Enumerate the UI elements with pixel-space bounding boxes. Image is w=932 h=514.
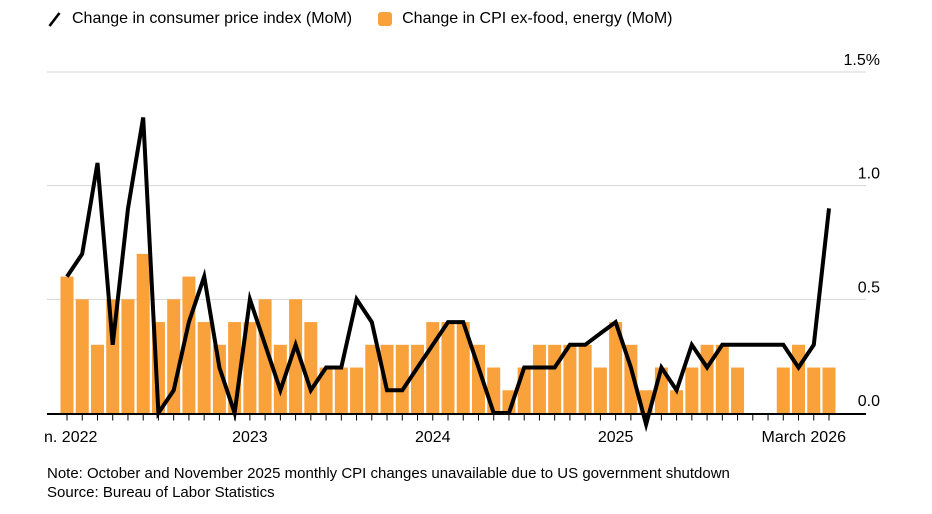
note-text: Note: October and November 2025 monthly …	[47, 465, 730, 482]
core-cpi-bar	[532, 344, 546, 413]
core-cpi-bar	[685, 367, 699, 413]
core-cpi-bar	[90, 344, 104, 413]
x-axis-label: March 2026	[762, 429, 847, 446]
core-cpi-bar	[273, 344, 287, 413]
core-cpi-bar	[517, 367, 531, 413]
core-cpi-bar	[258, 299, 272, 413]
core-cpi-bar	[136, 253, 150, 413]
line-series-icon	[48, 11, 61, 27]
core-cpi-bar	[456, 322, 470, 413]
core-cpi-bar	[304, 322, 318, 413]
x-axis-label: n. 2022	[44, 429, 97, 446]
core-cpi-bar	[289, 299, 303, 413]
legend-label-core-cpi: Change in CPI ex-food, energy (MoM)	[402, 10, 673, 27]
core-cpi-bar	[426, 322, 440, 413]
core-cpi-bar	[441, 322, 455, 413]
core-cpi-bar	[487, 367, 501, 413]
chart-legend: Change in consumer price index (MoM) Cha…	[47, 10, 672, 28]
core-cpi-bar	[700, 344, 714, 413]
core-cpi-bar	[670, 390, 684, 413]
y-axis-label: 1.0	[858, 166, 880, 183]
core-cpi-bar	[350, 367, 364, 413]
chart-footnote: Note: October and November 2025 monthly …	[47, 464, 730, 502]
cpi-chart: 1.5% 1.0 0.5 0.0 n. 2022 2023 2024 2025 March 20…	[44, 52, 880, 446]
core-cpi-bar	[776, 367, 790, 413]
legend-item-core-cpi: Change in CPI ex-food, energy (MoM)	[378, 10, 672, 28]
legend-item-headline-cpi: Change in consumer price index (MoM)	[47, 10, 352, 28]
core-cpi-bar	[212, 344, 226, 413]
core-cpi-bar	[319, 367, 333, 413]
core-cpi-bar	[578, 344, 592, 413]
y-axis-label: 0.0	[858, 393, 880, 410]
core-cpi-bar	[380, 344, 394, 413]
core-cpi-bar	[365, 344, 379, 413]
y-axis-label: 1.5%	[844, 52, 880, 69]
core-cpi-bar	[792, 344, 806, 413]
core-cpi-bar	[395, 344, 409, 413]
core-cpi-bar	[563, 344, 577, 413]
core-cpi-bar	[807, 367, 821, 413]
x-axis-label: 2024	[415, 429, 451, 446]
core-cpi-bar	[731, 367, 745, 413]
core-cpi-bar	[197, 322, 211, 413]
x-axis-label: 2023	[232, 429, 268, 446]
core-cpi-bar	[548, 344, 562, 413]
core-cpi-bar	[121, 299, 135, 413]
legend-label-headline-cpi: Change in consumer price index (MoM)	[72, 10, 353, 27]
core-cpi-bar	[411, 344, 425, 413]
core-cpi-bar	[334, 367, 348, 413]
core-cpi-bar	[609, 322, 623, 413]
core-cpi-bar	[715, 344, 729, 413]
y-axis-label: 0.5	[858, 279, 880, 296]
bar-series-icon	[378, 12, 393, 26]
core-cpi-bar	[60, 276, 74, 413]
x-axis-label: 2025	[598, 429, 634, 446]
core-cpi-bar	[243, 322, 257, 413]
headline-cpi-line	[65, 117, 831, 433]
core-cpi-bar	[593, 367, 607, 413]
core-cpi-bar	[822, 367, 836, 413]
cpi-chart-canvas: 1.5% 1.0 0.5 0.0 n. 2022 2023 2024 2025 March 20…	[44, 52, 880, 446]
core-cpi-bar	[75, 299, 89, 413]
source-text: Source: Bureau of Labor Statistics	[47, 484, 275, 501]
